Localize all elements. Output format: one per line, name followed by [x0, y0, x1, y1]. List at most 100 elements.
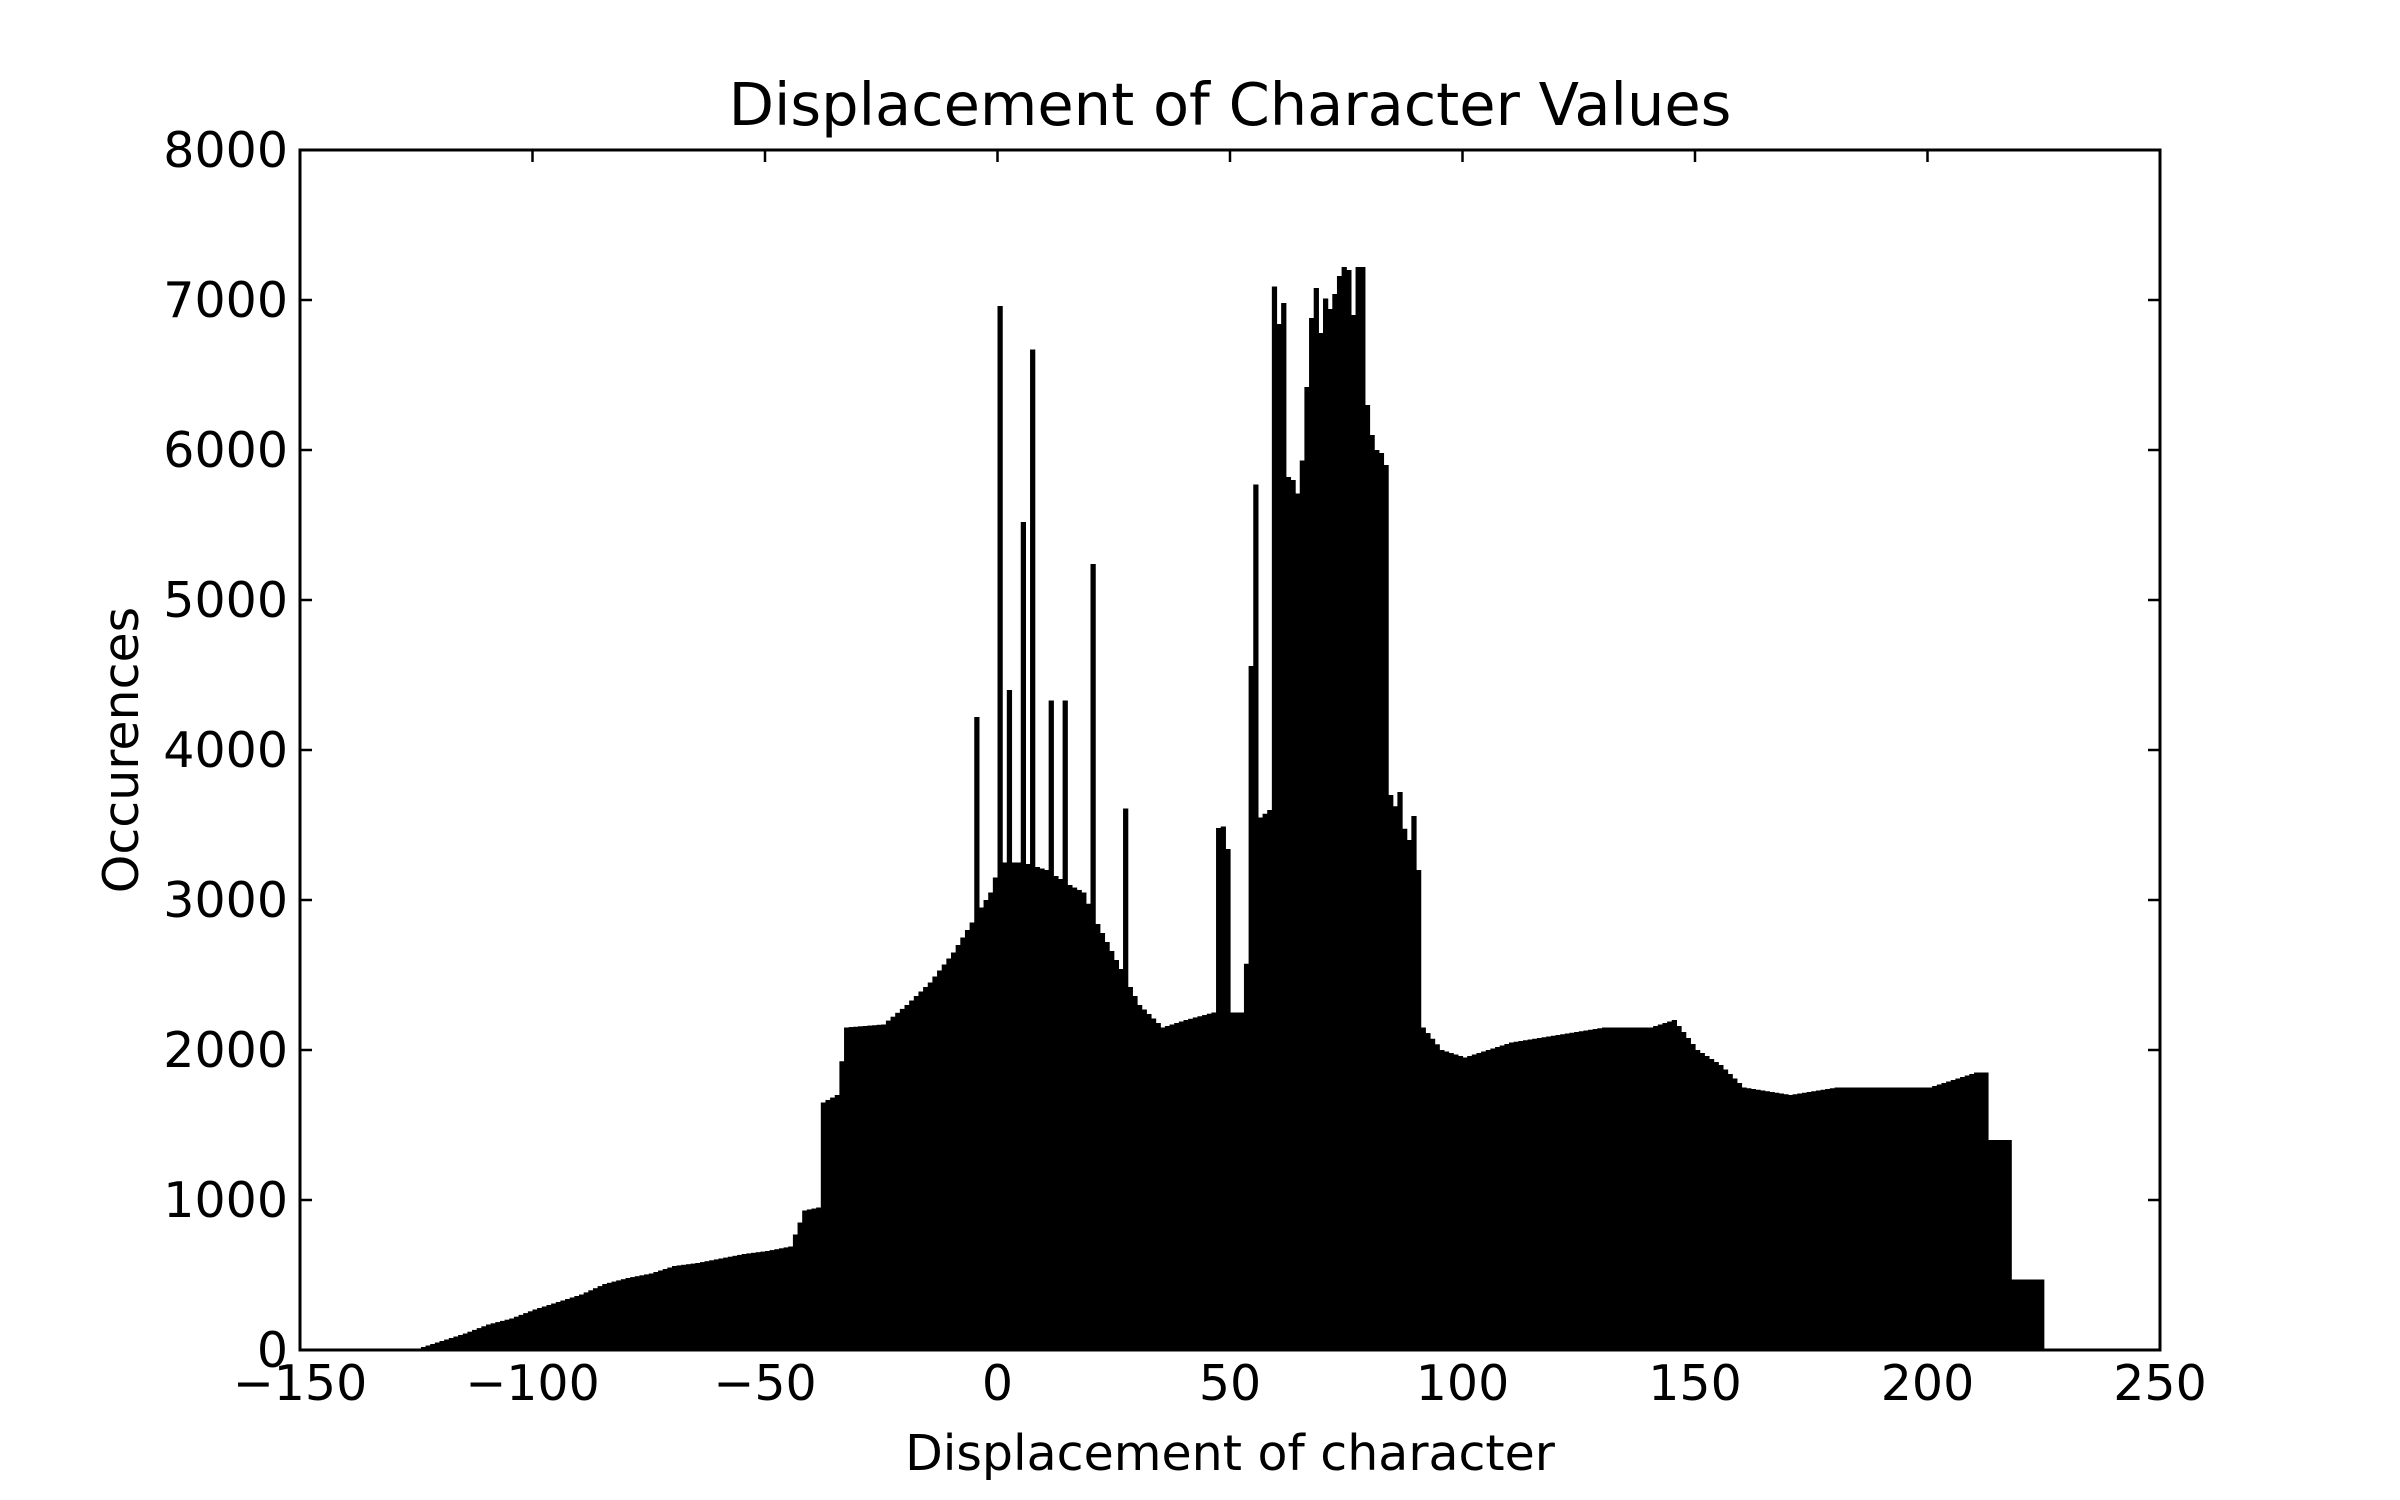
axis-ticks: −150 −100 −50 0 50 100 150 200 250 0 1000 2000 3000 4… — [163, 122, 2206, 1412]
histogram-bar — [1123, 808, 1129, 1350]
histogram-bar — [1025, 864, 1031, 1350]
histogram-bar — [1006, 690, 1013, 1350]
histogram-bar — [1681, 1032, 1687, 1350]
histogram-bar — [1383, 465, 1389, 1350]
histogram-bar — [1713, 1062, 1719, 1350]
histogram-bar — [1276, 324, 1282, 1350]
y-axis-label: Occurences — [93, 607, 150, 893]
histogram-bar — [825, 1099, 831, 1350]
histogram-bar — [765, 1251, 771, 1350]
x-tick-label: 250 — [2113, 1355, 2207, 1412]
histogram-bar — [992, 877, 999, 1350]
histogram-bar — [1509, 1042, 1515, 1350]
histogram-bar — [467, 1331, 473, 1350]
histogram-bar — [1857, 1087, 1863, 1350]
histogram-bar — [1555, 1035, 1561, 1350]
histogram-bar — [518, 1314, 524, 1350]
histogram-bar — [1211, 1012, 1217, 1350]
histogram-bar — [1583, 1030, 1589, 1350]
histogram-bar — [1104, 942, 1110, 1350]
histogram-bar — [751, 1252, 757, 1350]
histogram-bar — [1983, 1072, 1989, 1350]
histogram-bar — [1071, 887, 1078, 1350]
histogram-bar — [532, 1309, 538, 1350]
histogram-bar — [1062, 700, 1068, 1350]
histogram-bar — [1030, 349, 1036, 1350]
histogram-bar — [1648, 1027, 1654, 1350]
histogram-bar — [1955, 1078, 1961, 1350]
histogram-bar — [1137, 1005, 1143, 1350]
histogram-bar — [1732, 1078, 1738, 1350]
histogram-bar — [913, 996, 920, 1350]
histogram-bar — [2034, 1279, 2040, 1350]
histogram-bar — [704, 1261, 710, 1350]
histogram-bar — [472, 1329, 478, 1350]
histogram-bar — [806, 1209, 813, 1350]
histogram-bar — [1746, 1088, 1752, 1350]
histogram-bar — [588, 1290, 594, 1350]
histogram-bar — [1443, 1051, 1450, 1350]
histogram-bar — [778, 1248, 785, 1350]
histogram-bar — [634, 1276, 641, 1350]
histogram-bar — [1778, 1093, 1784, 1350]
histogram-bar — [960, 937, 966, 1350]
histogram-bar — [1518, 1041, 1524, 1350]
histogram-bar — [899, 1008, 906, 1350]
histogram-bar — [560, 1300, 566, 1350]
histogram-bar — [1708, 1059, 1715, 1350]
histogram-bar — [1160, 1027, 1166, 1350]
histogram-bar — [1067, 885, 1073, 1350]
histogram-bar — [2029, 1279, 2036, 1350]
histogram-bar — [1899, 1087, 1905, 1350]
histogram-bar — [1336, 276, 1343, 1350]
histogram-bar — [788, 1246, 794, 1350]
histogram-bar — [592, 1288, 599, 1350]
histogram-bar — [462, 1333, 468, 1350]
histogram-bar — [974, 717, 980, 1350]
histogram-bar — [1699, 1053, 1705, 1350]
histogram-bar — [802, 1210, 808, 1350]
histogram-bar — [1797, 1093, 1803, 1350]
histogram-bar — [1969, 1074, 1975, 1350]
histogram-bar — [1588, 1029, 1594, 1350]
histogram-bar — [964, 930, 971, 1350]
x-tick-label: 0 — [982, 1355, 1013, 1412]
histogram-bar — [574, 1296, 580, 1350]
histogram-bar — [1550, 1035, 1557, 1350]
histogram-bar — [1602, 1027, 1608, 1350]
x-tick-label: 150 — [1648, 1355, 1742, 1412]
plot-frame — [298, 148, 2162, 1352]
histogram-bar — [723, 1257, 729, 1350]
histogram-bar — [620, 1279, 627, 1350]
histogram-bar — [834, 1095, 840, 1350]
histogram-bar — [527, 1311, 534, 1350]
y-tick-label: 5000 — [163, 572, 288, 629]
histogram-bar — [486, 1324, 492, 1350]
histogram-bar — [1718, 1065, 1724, 1350]
histogram-bar — [625, 1278, 631, 1350]
x-tick-label: 100 — [1416, 1355, 1510, 1412]
histogram-bar — [444, 1339, 450, 1350]
histogram-bar — [1364, 405, 1371, 1350]
histogram-bar — [1085, 903, 1092, 1350]
histogram-bar — [1323, 298, 1329, 1350]
histogram-bar — [1913, 1087, 1919, 1350]
histogram-bar — [1908, 1087, 1915, 1350]
histogram-bar — [1471, 1054, 1478, 1350]
histogram-bar — [1490, 1048, 1496, 1350]
histogram-bar — [1978, 1072, 1984, 1350]
histogram-bar — [1248, 666, 1254, 1350]
histogram-bar — [606, 1282, 613, 1350]
histogram-bar — [1662, 1023, 1668, 1350]
histogram-bar — [1434, 1044, 1440, 1350]
histogram-bar — [1885, 1087, 1891, 1350]
y-tick-label: 1000 — [163, 1172, 288, 1229]
histogram-bar — [1485, 1050, 1491, 1350]
x-tick-label: 50 — [1199, 1355, 1261, 1412]
histogram-bar — [1057, 879, 1064, 1350]
histogram-bar — [1894, 1087, 1901, 1350]
histogram-bar — [727, 1256, 734, 1350]
histogram-bar — [1690, 1044, 1696, 1350]
histogram-bar — [881, 1024, 887, 1350]
histogram-bar — [499, 1320, 506, 1350]
